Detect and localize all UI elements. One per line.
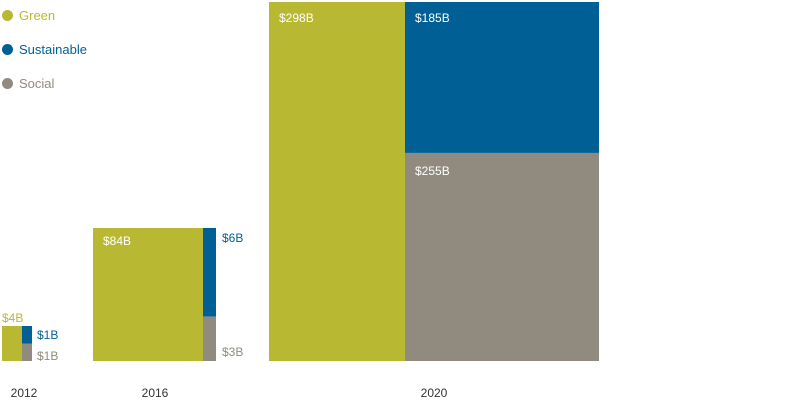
label-green-2016: $84B	[103, 234, 131, 248]
rect-green-2016	[93, 228, 203, 361]
label-sustainable-2020: $185B	[415, 11, 450, 25]
group-2016: $84B $6B $3B 2016	[93, 228, 243, 400]
group-2012: $4B $1B $1B 2012	[2, 311, 58, 400]
label-social-2016: $3B	[222, 345, 243, 359]
label-social-2020: $255B	[415, 164, 450, 178]
label-green-2020: $298B	[279, 11, 314, 25]
legend-swatch-social	[2, 78, 13, 89]
legend-swatch-green	[2, 10, 13, 21]
rect-sustainable-2020	[405, 2, 599, 153]
rect-social-2012	[22, 343, 32, 361]
legend-item-green: Green	[2, 8, 55, 23]
legend-item-social: Social	[2, 76, 54, 91]
legend-label-sustainable: Sustainable	[19, 42, 87, 57]
rect-green-2012	[2, 326, 22, 361]
year-label-2020: 2020	[421, 386, 448, 400]
label-sustainable-2016: $6B	[222, 231, 243, 245]
legend-item-sustainable: Sustainable	[2, 42, 87, 57]
legend-swatch-sustainable	[2, 44, 13, 55]
legend-label-social: Social	[19, 76, 55, 91]
label-sustainable-2012: $1B	[37, 328, 58, 342]
group-2020: $298B $185B $255B 2020	[269, 2, 599, 400]
rect-social-2020	[405, 152, 599, 361]
rect-sustainable-2012	[22, 326, 32, 344]
year-label-2012: 2012	[11, 386, 38, 400]
label-social-2012: $1B	[37, 349, 58, 363]
legend-label-green: Green	[19, 8, 56, 23]
label-green-2012: $4B	[2, 311, 23, 325]
rect-green-2020	[269, 2, 405, 361]
rect-sustainable-2016	[203, 228, 216, 317]
rect-social-2016	[203, 316, 216, 361]
year-label-2016: 2016	[142, 386, 169, 400]
